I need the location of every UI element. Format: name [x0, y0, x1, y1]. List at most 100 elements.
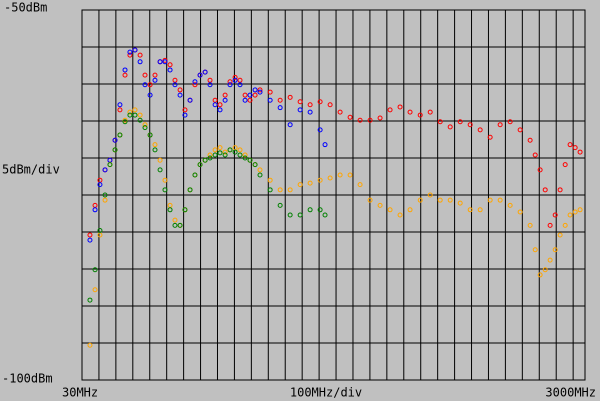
data-point [207, 155, 213, 161]
data-point [242, 97, 248, 103]
data-point [92, 202, 98, 208]
data-point [252, 87, 258, 93]
data-point [467, 122, 473, 128]
data-point [552, 212, 558, 218]
data-point [102, 197, 108, 203]
data-point [227, 79, 233, 85]
data-point [357, 117, 363, 123]
data-point [307, 109, 313, 115]
data-point [97, 228, 103, 234]
data-point [317, 177, 323, 183]
data-point [287, 187, 293, 193]
data-point [467, 207, 473, 213]
data-point [207, 152, 213, 158]
data-point [232, 77, 238, 83]
data-point [222, 92, 228, 98]
data-point [222, 149, 228, 155]
data-point [527, 137, 533, 143]
data-point [542, 267, 548, 273]
x-start-label: 30MHz [62, 386, 98, 400]
data-point [142, 82, 148, 88]
data-point [142, 122, 148, 128]
data-point [92, 287, 98, 293]
data-point [217, 145, 223, 151]
data-point [187, 187, 193, 193]
data-point [167, 202, 173, 208]
data-point [177, 92, 183, 98]
data-point [252, 92, 258, 98]
data-point [137, 52, 143, 58]
data-point [102, 167, 108, 173]
data-point [287, 122, 293, 128]
data-point [97, 182, 103, 188]
data-point [507, 119, 513, 125]
data-point [397, 212, 403, 218]
data-point [327, 175, 333, 181]
data-point [387, 207, 393, 213]
data-point [257, 89, 263, 95]
data-point [152, 147, 158, 153]
data-point [277, 105, 283, 111]
data-point [527, 222, 533, 228]
data-point [242, 152, 248, 158]
data-point [287, 212, 293, 218]
data-point [197, 72, 203, 78]
data-point [307, 102, 313, 108]
data-point [117, 107, 123, 113]
data-point [417, 112, 423, 118]
data-point [327, 102, 333, 108]
data-point [92, 267, 98, 273]
data-point [562, 222, 568, 228]
data-point [107, 157, 113, 163]
data-point [347, 172, 353, 178]
data-point [137, 59, 143, 65]
data-point [242, 92, 248, 98]
data-point [227, 82, 233, 88]
data-point [127, 112, 133, 118]
data-point [127, 52, 133, 58]
data-point [487, 197, 493, 203]
data-point [137, 112, 143, 118]
data-point [237, 152, 243, 158]
data-point [437, 197, 443, 203]
data-point [177, 222, 183, 228]
data-point [157, 157, 163, 163]
data-point [207, 77, 213, 83]
data-point [212, 97, 218, 103]
data-point [547, 257, 553, 263]
data-point [297, 182, 303, 188]
data-point [497, 122, 503, 128]
data-point [87, 297, 93, 303]
data-point [182, 107, 188, 113]
data-point [577, 207, 583, 213]
data-point [162, 177, 168, 183]
data-point [182, 112, 188, 118]
data-point [532, 247, 538, 253]
data-point [197, 162, 203, 168]
y-bottom-label: -100dBm [2, 372, 53, 386]
data-point [277, 202, 283, 208]
data-point [217, 150, 223, 156]
data-point [177, 87, 183, 93]
data-point [142, 72, 148, 78]
data-point [377, 115, 383, 121]
data-point [122, 72, 128, 78]
data-point [167, 207, 173, 213]
data-point [147, 132, 153, 138]
data-point [217, 102, 223, 108]
data-point [277, 97, 283, 103]
data-point [117, 132, 123, 138]
data-point [427, 109, 433, 115]
data-point [212, 152, 218, 158]
data-point [132, 47, 138, 53]
data-point [247, 97, 253, 103]
data-point [417, 197, 423, 203]
data-point [222, 97, 228, 103]
data-point [122, 67, 128, 73]
data-point [407, 207, 413, 213]
data-point [172, 82, 178, 88]
data-point [257, 87, 263, 93]
data-point [497, 197, 503, 203]
data-point [347, 114, 353, 120]
